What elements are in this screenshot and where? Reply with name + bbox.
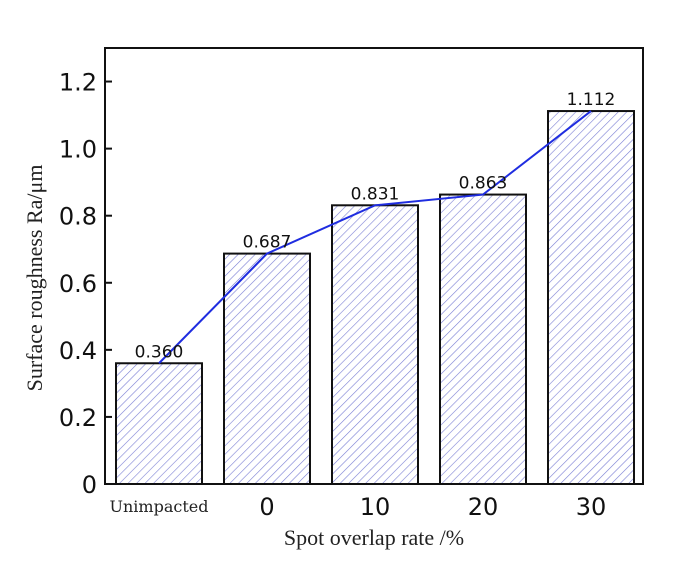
x-tick-label-4: 30	[576, 493, 607, 521]
y-tick-label-4: 0.8	[59, 203, 97, 231]
bar-0	[115, 362, 203, 485]
x-tick-label-1: 0	[259, 493, 274, 521]
y-tick-label-1: 0.2	[59, 404, 97, 432]
data-label-1: 0.687	[243, 233, 292, 253]
y-tick-label-5: 1.0	[59, 136, 97, 164]
data-label-3: 0.863	[459, 174, 508, 194]
x-tick-label-0: Unimpacted	[110, 497, 209, 516]
y-tick-label-3: 0.6	[59, 270, 97, 298]
y-tick-label-2: 0.4	[59, 337, 97, 365]
x-axis-title: Spot overlap rate /%	[284, 525, 464, 550]
data-label-0: 0.360	[135, 342, 184, 362]
plot-frame	[104, 47, 644, 485]
y-axis-title: Surface roughness Ra/μm	[22, 165, 47, 392]
bar-1	[223, 252, 311, 485]
x-tick-label-3: 20	[468, 493, 499, 521]
y-tick-label-6: 1.2	[59, 69, 97, 97]
data-label-4: 1.112	[567, 90, 616, 110]
trend-line	[158, 110, 592, 364]
x-tick-label-2: 10	[360, 493, 391, 521]
bar-2	[331, 204, 419, 485]
y-tick-label-0: 0	[82, 471, 97, 499]
data-label-2: 0.831	[351, 184, 400, 204]
bar-4	[547, 110, 635, 485]
bar-3	[439, 193, 527, 485]
